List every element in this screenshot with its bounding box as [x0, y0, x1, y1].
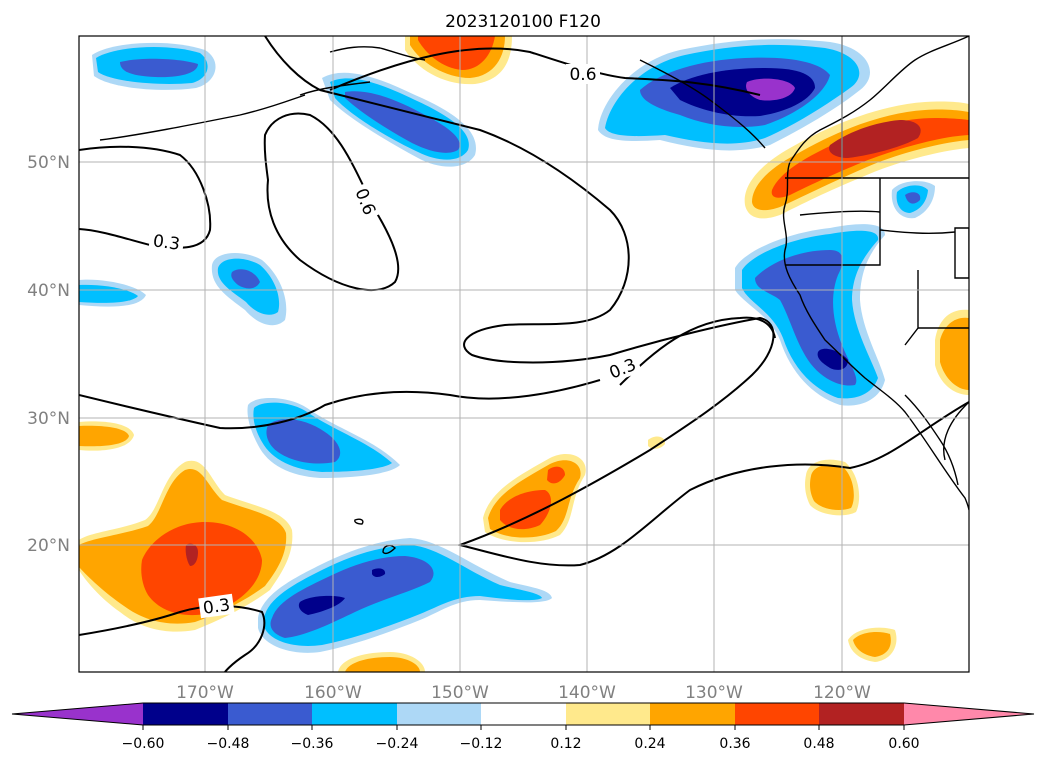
anomaly-blob-east-hawaii-warm [483, 454, 586, 543]
colorbar-bin [397, 703, 481, 725]
anomaly-blob-south-warm [338, 652, 425, 672]
colorbar-tick: −0.60 [122, 736, 165, 752]
colorbar-tick: −0.48 [207, 736, 250, 752]
map-panel: 0.6 0.6 0.3 0.3 0.3 170°W 160°W 150° [27, 35, 970, 703]
colorbar-tick: −0.12 [460, 736, 503, 752]
colorbar-bin [819, 703, 904, 725]
colorbar-bin [228, 703, 312, 725]
anomaly-blob-pacific-northwest [598, 39, 870, 151]
contour-label-top: 0.6 [569, 65, 596, 85]
colorbar-tick: −0.36 [291, 736, 334, 752]
colorbar-tick: 0.36 [719, 736, 750, 752]
anomaly-blob-aleutian [322, 72, 476, 167]
colorbar-bin [312, 703, 397, 725]
colorbar-bin [650, 703, 735, 725]
anomaly-blob-baja-warm [805, 459, 860, 516]
lon-label: 160°W [304, 683, 362, 703]
lon-label: 150°W [431, 683, 489, 703]
colorbar-min-extension [12, 703, 143, 725]
colorbar-tick: 0.24 [634, 736, 665, 752]
lat-label: 20°N [27, 536, 70, 556]
colorbar-bin [735, 703, 819, 725]
lon-label: 120°W [813, 683, 871, 703]
anomaly-speck [648, 436, 666, 449]
longitude-labels: 170°W 160°W 150°W 140°W 130°W 120°W [176, 683, 871, 703]
contour-label-south: 0.3 [202, 595, 232, 619]
latitude-labels: 50°N 40°N 30°N 20°N [27, 153, 70, 556]
lat-label: 30°N [27, 409, 70, 429]
shaded-anomalies [79, 36, 969, 672]
lat-label: 50°N [27, 153, 70, 173]
map-title: 2023120100 F120 [445, 12, 601, 32]
colorbar: −0.60 −0.48 −0.36 −0.24 −0.12 0.12 0.24 … [11, 702, 1035, 752]
graticule [79, 36, 969, 672]
colorbar-bin [481, 703, 566, 725]
colorbar-tick: 0.12 [550, 736, 581, 752]
lon-label: 130°W [685, 683, 743, 703]
colorbar-bin [566, 703, 650, 725]
anomaly-blob-nevada [935, 309, 969, 395]
colorbar-tick: 0.60 [888, 736, 919, 752]
anomaly-blob-west-edge [79, 279, 146, 307]
lon-label: 170°W [176, 683, 234, 703]
anomaly-blob-central-west [211, 253, 287, 326]
lat-label: 40°N [27, 281, 70, 301]
map-frame [78, 35, 970, 673]
contour-label-west: 0.3 [152, 231, 182, 255]
colorbar-tick: −0.24 [376, 736, 419, 752]
lon-label: 140°W [558, 683, 616, 703]
anomaly-blob-nw-pacific [92, 42, 216, 90]
colorbar-max-extension [904, 703, 1034, 725]
anomaly-blob-idaho [891, 181, 935, 219]
anomaly-blob-mexico-warm [848, 627, 897, 662]
colorbar-bin [143, 703, 228, 725]
anomaly-blob-west-warm-28n [79, 421, 134, 451]
colorbar-tick: 0.48 [803, 736, 834, 752]
coastlines [99, 36, 969, 555]
